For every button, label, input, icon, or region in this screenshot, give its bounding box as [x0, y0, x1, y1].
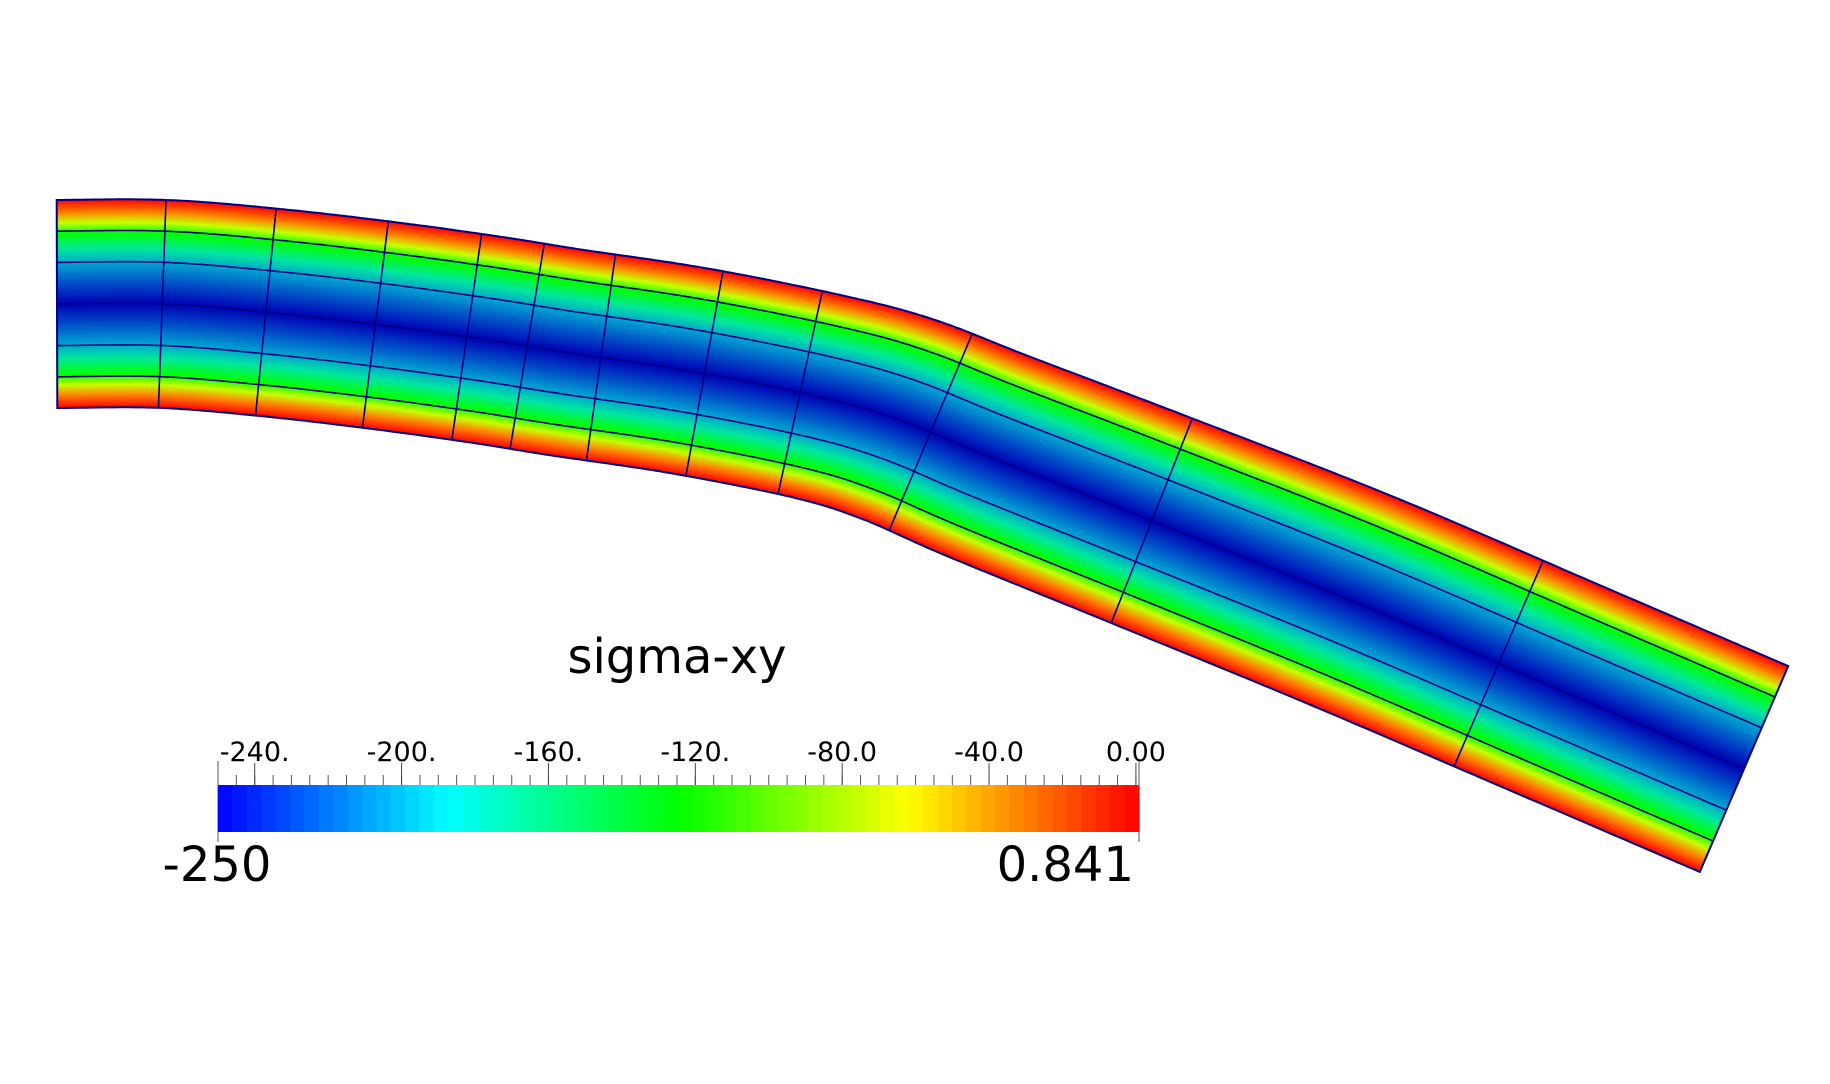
- legend-color-band: [1023, 785, 1039, 832]
- mesh-transverse-line: [585, 254, 617, 461]
- legend-color-band: [347, 785, 363, 832]
- legend-color-band: [620, 785, 636, 832]
- legend-tick-label: -80.0: [807, 737, 877, 768]
- legend-color-band: [405, 785, 421, 832]
- legend-color-band: [419, 785, 435, 832]
- legend-color-band: [520, 785, 536, 832]
- legend-color-band: [750, 785, 766, 832]
- legend-color-band: [333, 785, 349, 832]
- legend-color-band: [289, 785, 305, 832]
- mesh-longitudinal-line: [56, 229, 1776, 698]
- legend-tick-label: -200.: [367, 737, 437, 768]
- legend-color-band: [851, 785, 867, 832]
- legend-color-band: [275, 785, 291, 832]
- legend-tick-label: 0.00: [1106, 737, 1166, 768]
- legend-color-band: [577, 785, 593, 832]
- mesh-transverse-line: [685, 271, 724, 477]
- legend-color-band: [1052, 785, 1068, 832]
- legend-tick-label: -120.: [660, 737, 730, 768]
- legend-color-bar: [218, 785, 1140, 832]
- legend-color-band: [793, 785, 809, 832]
- legend-color-band: [764, 785, 780, 832]
- legend-color-band: [736, 785, 752, 832]
- legend-color-band: [505, 785, 521, 832]
- legend-color-band: [808, 785, 824, 832]
- legend-color-band: [361, 785, 377, 832]
- legend-tick-label: -240.: [220, 737, 290, 768]
- legend-color-band: [218, 785, 233, 832]
- legend-color-band: [1067, 785, 1083, 832]
- legend-color-band: [923, 785, 939, 832]
- mesh-longitudinal-line: [57, 344, 1727, 811]
- legend-color-band: [879, 785, 895, 832]
- legend-color-band: [1081, 785, 1097, 832]
- color-legend: sigma-xy -240. -200. -160. -120. -80.0 -40.0 0…: [163, 629, 1166, 893]
- legend-title: sigma-xy: [567, 629, 786, 685]
- legend-color-band: [606, 785, 622, 832]
- mesh-transverse-line: [157, 199, 167, 408]
- mesh-transverse-line: [451, 233, 483, 440]
- legend-range-max: 0.841: [997, 837, 1134, 893]
- legend-color-band: [246, 785, 262, 832]
- legend-color-band: [980, 785, 996, 832]
- legend-color-band: [937, 785, 953, 832]
- legend-color-band: [448, 785, 464, 832]
- beam-outline: [55, 198, 1790, 874]
- legend-color-band: [1038, 785, 1054, 832]
- mesh-longitudinal-line: [56, 260, 1763, 729]
- legend-color-band: [433, 785, 449, 832]
- legend-color-band: [649, 785, 665, 832]
- legend-color-band: [548, 785, 564, 832]
- legend-color-band: [721, 785, 737, 832]
- legend-color-band: [951, 785, 967, 832]
- mesh-transverse-line: [888, 333, 974, 531]
- legend-color-band: [534, 785, 550, 832]
- legend-color-band: [477, 785, 493, 832]
- legend-color-band: [491, 785, 507, 832]
- mesh-transverse-line: [1110, 418, 1194, 624]
- legend-color-band: [261, 785, 277, 832]
- legend-color-band: [592, 785, 608, 832]
- deformed-beam-mesh: [55, 198, 1790, 874]
- legend-color-band: [894, 785, 910, 832]
- mesh-transverse-line: [777, 290, 824, 495]
- legend-color-band: [865, 785, 881, 832]
- legend-range-min: -250: [163, 837, 272, 893]
- legend-color-band: [966, 785, 982, 832]
- legend-color-band: [390, 785, 406, 832]
- legend-color-band: [664, 785, 680, 832]
- legend-color-band: [678, 785, 694, 832]
- legend-color-band: [836, 785, 852, 832]
- legend-color-band: [563, 785, 579, 832]
- legend-color-band: [232, 785, 248, 832]
- legend-color-band: [1009, 785, 1025, 832]
- legend-color-band: [995, 785, 1011, 832]
- legend-color-band: [1095, 785, 1111, 832]
- legend-color-band: [1124, 785, 1140, 832]
- legend-color-band: [304, 785, 320, 832]
- legend-tick-labels: -240. -200. -160. -120. -80.0 -40.0 0.00: [220, 737, 1166, 768]
- mesh-transverse-line: [361, 221, 390, 428]
- legend-color-band: [707, 785, 723, 832]
- mesh-transverse-line: [509, 243, 546, 449]
- legend-color-band: [692, 785, 708, 832]
- legend-color-band: [462, 785, 478, 832]
- mesh-transverse-line: [1453, 560, 1544, 767]
- legend-color-band: [318, 785, 334, 832]
- legend-color-band: [822, 785, 838, 832]
- mesh-longitudinal-line: [57, 302, 1745, 770]
- mesh-transverse-line: [254, 208, 277, 416]
- legend-color-band: [635, 785, 651, 832]
- legend-color-band: [1110, 785, 1126, 832]
- legend-color-band: [376, 785, 392, 832]
- legend-color-band: [908, 785, 924, 832]
- mesh-longitudinal-line: [57, 375, 1714, 842]
- legend-color-band: [779, 785, 795, 832]
- legend-tick-label: -40.0: [954, 737, 1024, 768]
- legend-tick-label: -160.: [514, 737, 584, 768]
